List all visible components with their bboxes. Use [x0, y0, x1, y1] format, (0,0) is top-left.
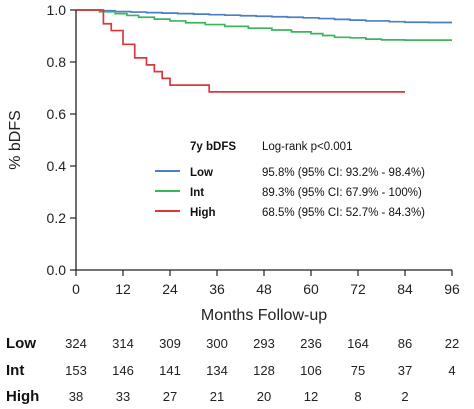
- risk-cell: 75: [351, 363, 365, 378]
- risk-cell: 300: [206, 336, 228, 351]
- legend: 7y bDFS Log-rank p<0.001 Low 95.8% (95% …: [155, 141, 425, 219]
- axes: [75, 10, 452, 271]
- risk-cell: 27: [163, 389, 177, 404]
- x-tick-label: 60: [303, 281, 319, 297]
- y-tick-label: 0.6: [47, 106, 67, 122]
- risk-cell: 134: [206, 363, 228, 378]
- x-tick-label: 96: [444, 281, 460, 297]
- risk-cell: 141: [159, 363, 181, 378]
- risk-cell: 21: [210, 389, 224, 404]
- legend-label-high: High: [190, 207, 216, 219]
- legend-header-note: Log-rank p<0.001: [262, 141, 352, 153]
- risk-cell: 146: [112, 363, 134, 378]
- legend-label-low: Low: [190, 167, 213, 179]
- curve-low: [76, 9, 452, 24]
- y-tick-label: 0.0: [47, 262, 67, 278]
- x-tick-label: 48: [256, 281, 272, 297]
- risk-cell: 314: [112, 336, 134, 351]
- risk-cell: 20: [257, 389, 271, 404]
- risk-cell: 128: [253, 363, 275, 378]
- legend-value-int: 89.3% (95% CI: 67.9% - 100%): [262, 187, 422, 199]
- risk-table: Low 324 314 309 300 293 236 164 86 22 Int 153 146 141…: [6, 335, 459, 405]
- risk-cell: 153: [65, 363, 87, 378]
- plot-area: [76, 9, 452, 93]
- y-ticks: 0.0 0.2 0.4 0.6 0.8 1.0: [47, 2, 76, 278]
- risk-cell: 86: [398, 336, 412, 351]
- curve-high: [76, 9, 405, 93]
- risk-cell: 22: [445, 336, 459, 351]
- risk-cell: 33: [116, 389, 130, 404]
- legend-value-low: 95.8% (95% CI: 93.2% - 98.4%): [262, 167, 425, 179]
- y-tick-label: 1.0: [47, 2, 67, 18]
- risk-cell: 309: [159, 336, 181, 351]
- risk-cell: 2: [401, 389, 408, 404]
- curve-int: [76, 9, 452, 42]
- y-tick-label: 0.4: [47, 158, 67, 174]
- risk-row-label-high: High: [6, 388, 39, 405]
- risk-row-label-int: Int: [6, 362, 24, 379]
- x-tick-label: 24: [162, 281, 178, 297]
- risk-cell: 293: [253, 336, 275, 351]
- legend-label-int: Int: [190, 187, 204, 199]
- risk-cell: 38: [69, 389, 83, 404]
- risk-cell: 12: [304, 389, 318, 404]
- risk-cell: 8: [354, 389, 361, 404]
- risk-row-label-low: Low: [6, 335, 36, 352]
- risk-cell: 236: [300, 336, 322, 351]
- risk-cell: 324: [65, 336, 87, 351]
- risk-cell: 106: [300, 363, 322, 378]
- x-axis-title: Months Follow-up: [201, 307, 327, 324]
- x-tick-label: 36: [209, 281, 225, 297]
- risk-cell: 4: [448, 363, 455, 378]
- x-tick-label: 0: [72, 281, 80, 297]
- x-ticks: 0 12 24 36 48 60 72 84 96: [72, 270, 460, 297]
- x-tick-label: 72: [350, 281, 366, 297]
- x-tick-label: 12: [115, 281, 131, 297]
- y-tick-label: 0.8: [47, 54, 67, 70]
- risk-cell: 164: [347, 336, 369, 351]
- x-tick-label: 84: [397, 281, 413, 297]
- risk-cell: 37: [398, 363, 412, 378]
- y-tick-label: 0.2: [47, 210, 67, 226]
- legend-header: 7y bDFS: [190, 141, 236, 153]
- legend-value-high: 68.5% (95% CI: 52.7% - 84.3%): [262, 207, 425, 219]
- y-axis-title: % bDFS: [7, 110, 24, 170]
